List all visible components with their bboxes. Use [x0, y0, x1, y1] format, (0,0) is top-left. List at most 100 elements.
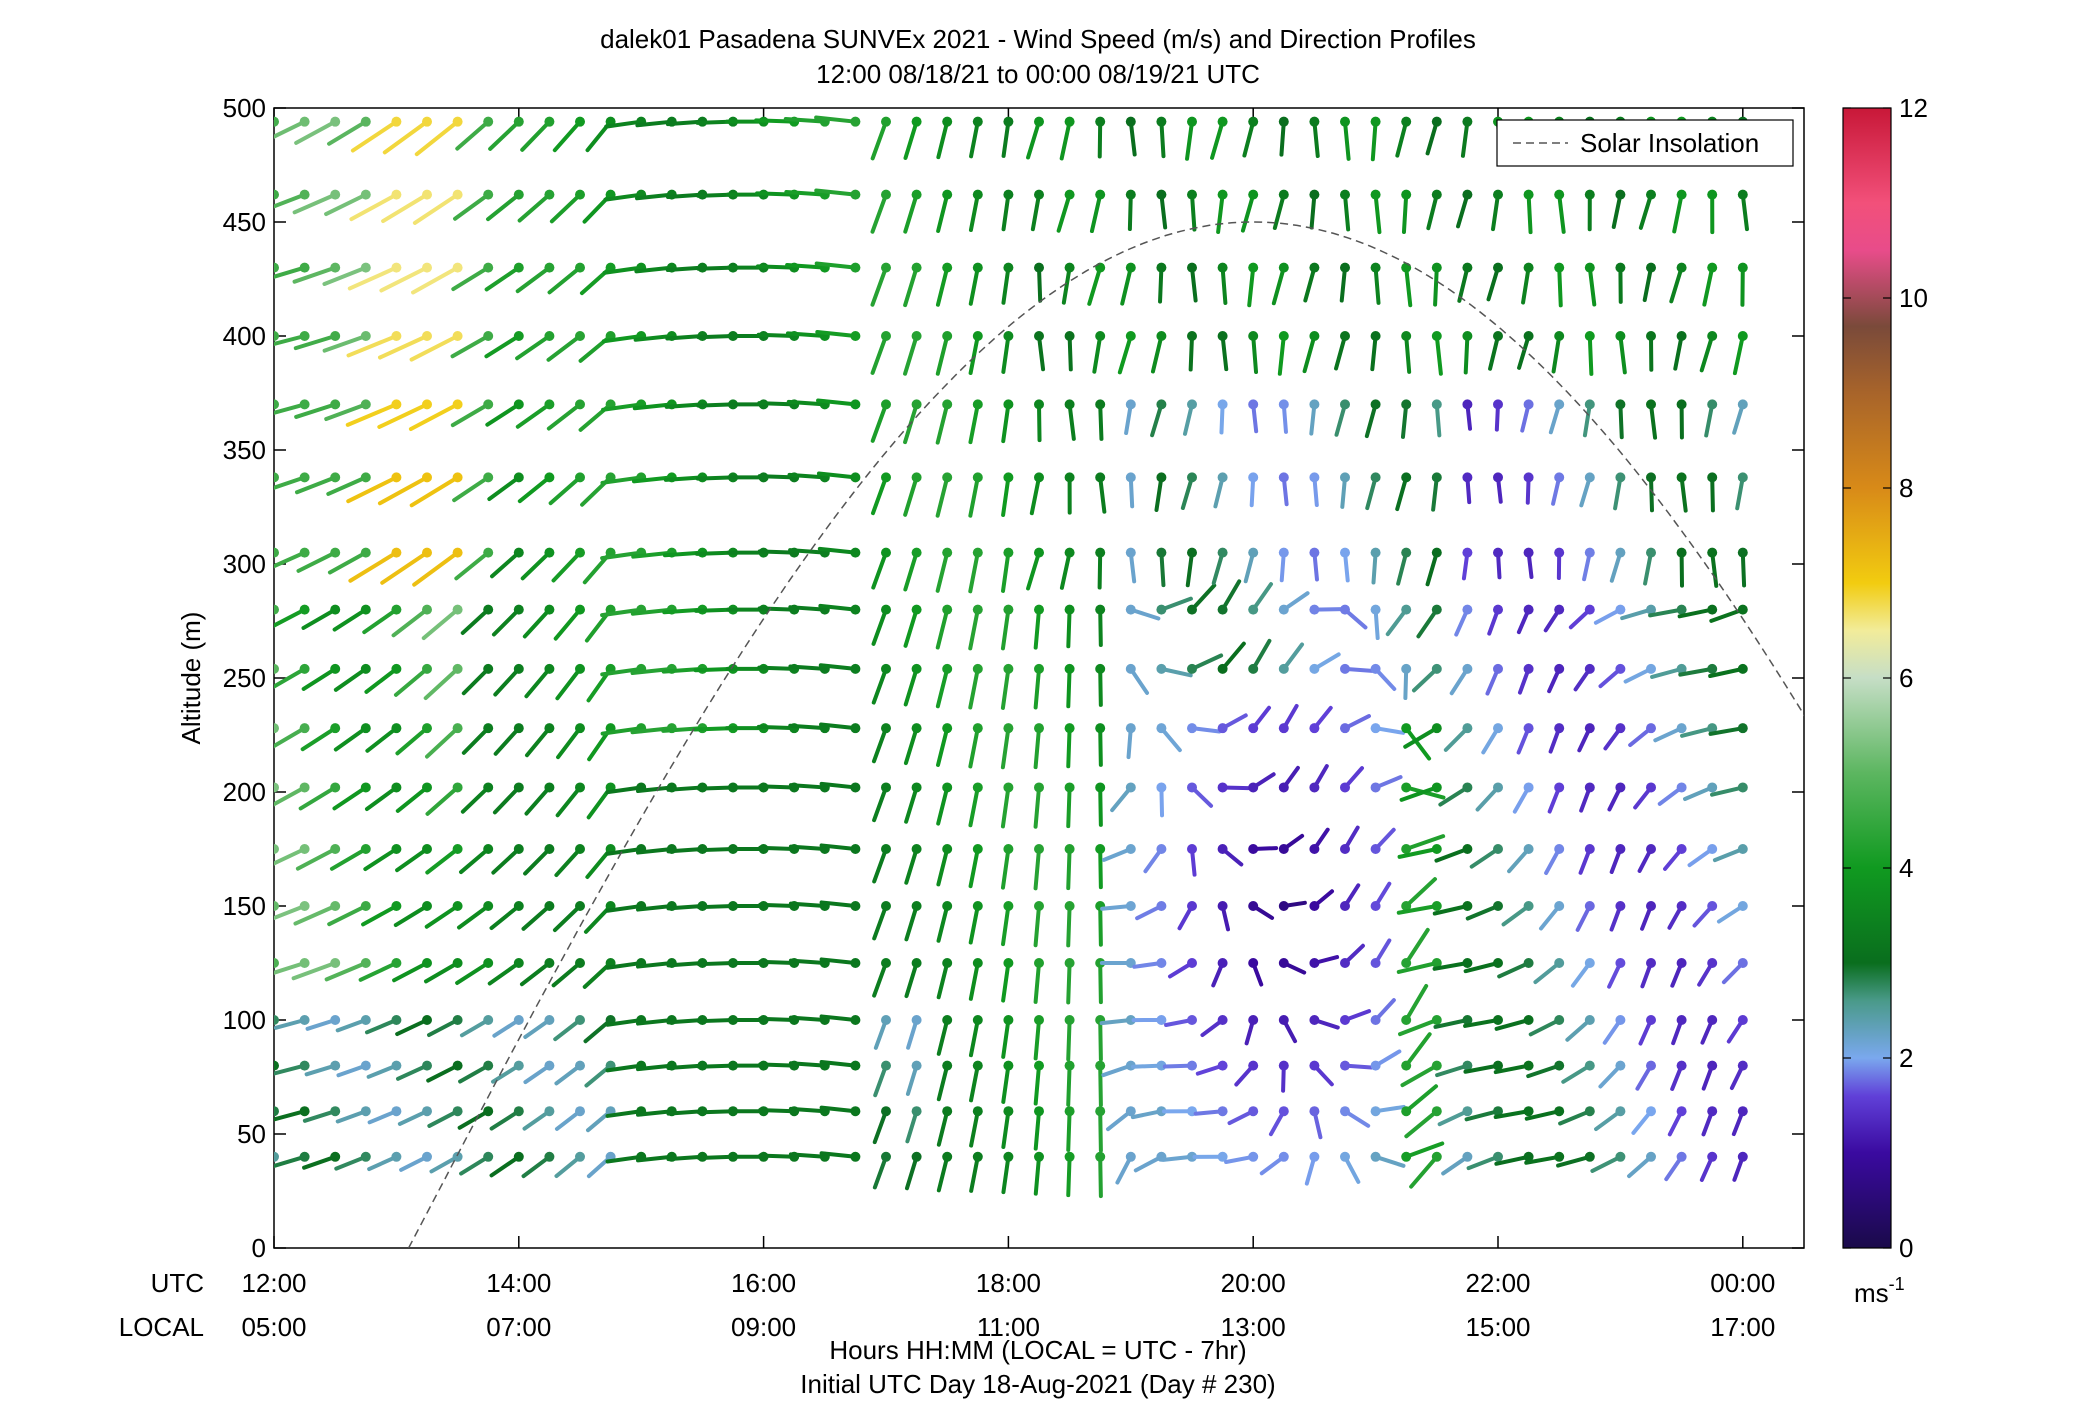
wind-barb	[1648, 604, 1687, 618]
wind-barb-shaft	[380, 550, 429, 585]
wind-barb	[1404, 1106, 1442, 1139]
wind-barb-shaft	[1098, 1063, 1103, 1108]
wind-barb-head	[1523, 782, 1534, 793]
wind-barb	[1602, 1015, 1626, 1045]
wind-barb	[1401, 1032, 1432, 1071]
wind-barb-head	[1615, 958, 1626, 968]
wind-barb	[1101, 844, 1136, 862]
wind-barb-head	[1003, 604, 1014, 615]
wind-barb	[904, 958, 922, 999]
wind-barb-head	[1584, 331, 1595, 341]
wind-barb	[452, 472, 494, 503]
wind-barb-shaft	[1425, 119, 1439, 156]
wind-barb-head	[1340, 189, 1350, 200]
wind-barb	[1669, 262, 1687, 304]
wind-barb-head	[1493, 547, 1503, 558]
wind-barb	[936, 189, 953, 233]
wind-barb-shaft	[1001, 402, 1011, 444]
wind-barb-head	[1217, 547, 1228, 558]
wind-barb-head	[850, 723, 861, 734]
wind-barb-head	[1064, 116, 1075, 127]
wind-barb-head	[850, 472, 861, 483]
wind-barb	[968, 331, 983, 376]
wind-barb-head	[299, 399, 310, 410]
wind-barb-head	[1125, 723, 1136, 734]
wind-barb	[1475, 782, 1503, 812]
wind-barb-head	[1278, 1015, 1289, 1025]
wind-barb-shaft	[1475, 785, 1500, 812]
wind-barb-head	[1340, 547, 1350, 558]
wind-barb	[378, 331, 432, 360]
wind-barb-shaft	[819, 781, 858, 790]
wind-barb-head	[1401, 399, 1412, 410]
wind-barb	[1095, 663, 1106, 707]
wind-barb-shaft	[1001, 119, 1011, 158]
wind-barb-shaft	[697, 1018, 735, 1024]
wind-barb-shaft	[461, 666, 491, 696]
wind-barb	[333, 723, 371, 752]
wind-barb-head	[1401, 1151, 1412, 1162]
wind-barb	[1431, 331, 1443, 376]
wind-barb	[1095, 116, 1106, 159]
wind-barb-shaft	[547, 265, 582, 295]
wind-barb	[324, 189, 371, 217]
wind-barb	[1115, 1151, 1136, 1185]
wind-barb-shaft	[485, 402, 521, 427]
wind-barb-shaft	[870, 192, 888, 234]
wind-barb-head	[1340, 958, 1350, 968]
wind-barb-head	[1248, 262, 1259, 273]
wind-barb-head	[1462, 723, 1473, 734]
wind-barb	[1370, 998, 1396, 1025]
wind-barb-head	[911, 399, 922, 410]
wind-barb-head	[942, 782, 953, 793]
wind-barb-head	[544, 399, 555, 410]
wind-barb-head	[911, 663, 922, 674]
wind-barb	[1193, 1106, 1228, 1117]
wind-barb-head	[1523, 663, 1534, 674]
wind-barb-shaft	[393, 666, 429, 697]
wind-barb	[322, 262, 371, 286]
wind-barb-head	[942, 547, 953, 558]
wind-barb-head	[1523, 958, 1534, 968]
wind-barb	[1708, 723, 1748, 736]
wind-barb	[1365, 472, 1381, 511]
wind-barb	[1721, 958, 1748, 985]
wind-barb-head	[274, 262, 279, 273]
wind-barb-head	[1646, 1106, 1656, 1117]
wind-barb-shaft	[1411, 666, 1439, 693]
wind-barb	[1210, 116, 1228, 160]
wind-barb-head	[911, 116, 922, 127]
wind-barb	[367, 1106, 402, 1125]
wind-barb-head	[1340, 1151, 1350, 1162]
wind-barb	[1154, 472, 1167, 512]
wind-barb-head	[1064, 262, 1075, 273]
wind-barb	[424, 958, 463, 984]
wind-barb-shaft	[605, 785, 644, 795]
wind-barb	[301, 604, 341, 630]
wind-barb	[455, 116, 494, 151]
wind-barb-head	[274, 399, 279, 410]
wind-barb-head	[1676, 189, 1687, 200]
wind-barb	[295, 844, 341, 871]
wind-barb	[1248, 772, 1276, 793]
wind-barb-shaft	[903, 475, 919, 517]
wind-barb-head	[360, 399, 371, 410]
wind-barb-shaft	[1098, 847, 1103, 890]
wind-barb-shaft	[935, 334, 950, 376]
wind-barb-head	[575, 1151, 585, 1162]
wind-barb-head	[1462, 1106, 1473, 1117]
wind-barb-shaft	[903, 726, 919, 766]
wind-barb-shaft	[1190, 583, 1217, 612]
wind-barb-head	[1064, 472, 1075, 483]
wind-barb-head	[1370, 547, 1381, 558]
x-tick-label-local: 15:00	[1465, 1312, 1530, 1342]
wind-barb-shaft	[666, 1109, 705, 1116]
wind-barb-head	[1217, 1015, 1228, 1025]
wind-barb-head	[1309, 399, 1320, 410]
wind-barb	[1309, 889, 1335, 911]
wind-barb-shaft	[414, 119, 460, 157]
wind-barb-shaft	[364, 666, 399, 694]
wind-barb-head	[483, 547, 494, 558]
wind-barb	[1401, 723, 1432, 761]
wind-barb-head	[1615, 399, 1626, 410]
